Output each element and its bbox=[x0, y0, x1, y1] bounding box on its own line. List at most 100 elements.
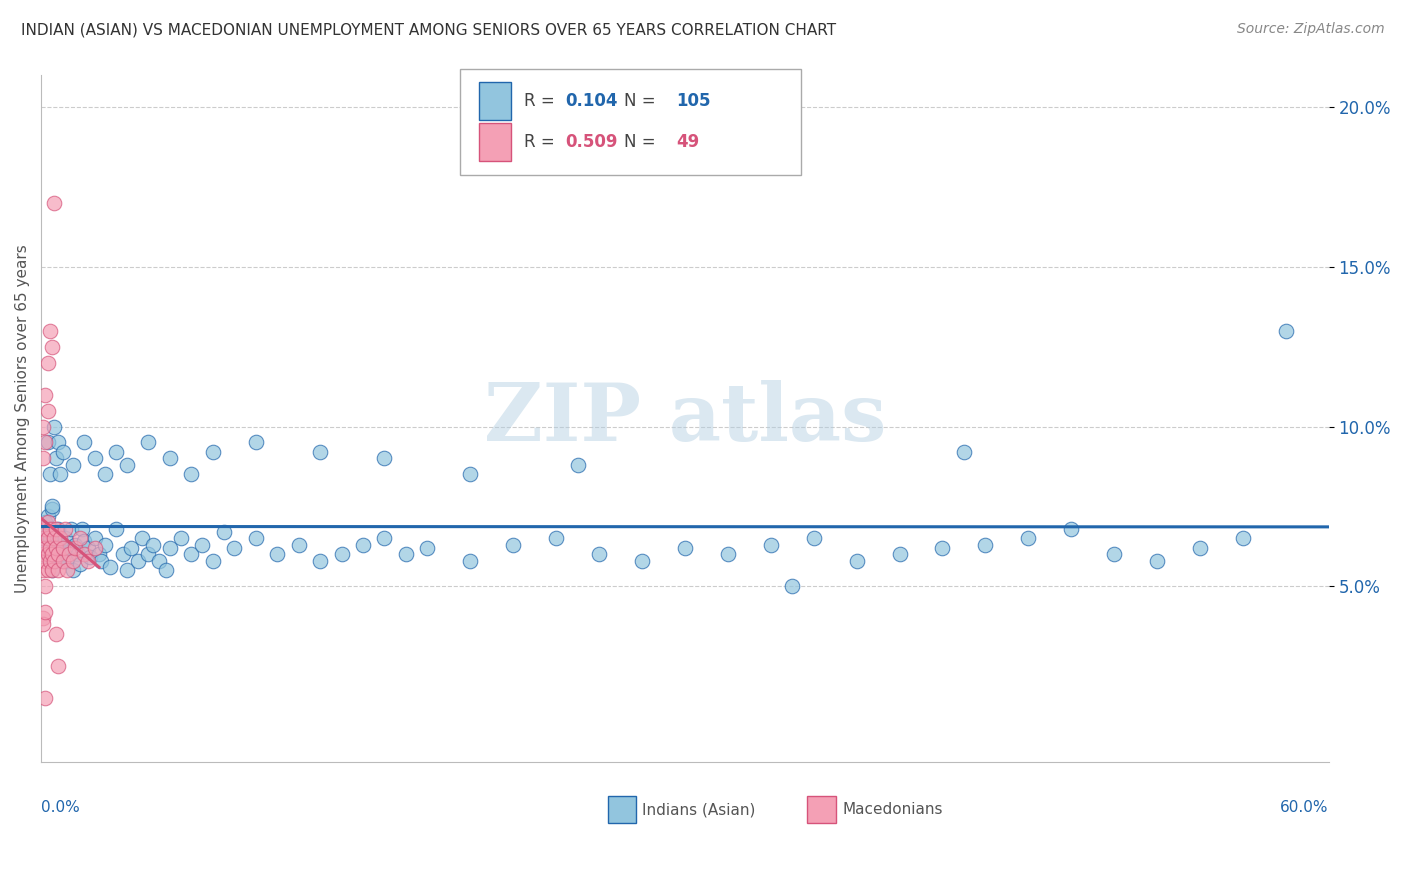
Point bbox=[180, 547, 202, 561]
Point bbox=[70, 522, 93, 536]
Point bbox=[169, 531, 191, 545]
Point bbox=[180, 467, 202, 482]
Text: 0.0%: 0.0% bbox=[41, 800, 80, 815]
Point bbox=[1060, 522, 1083, 536]
Point bbox=[41, 547, 63, 561]
Point bbox=[32, 419, 55, 434]
Text: N =: N = bbox=[624, 93, 661, 111]
Point bbox=[73, 547, 96, 561]
Point bbox=[49, 467, 72, 482]
Point bbox=[77, 541, 100, 555]
Point bbox=[201, 445, 224, 459]
Point bbox=[79, 550, 101, 565]
Point bbox=[73, 435, 96, 450]
Point bbox=[105, 522, 128, 536]
Point bbox=[105, 445, 128, 459]
Point bbox=[32, 531, 55, 545]
Point bbox=[45, 528, 67, 542]
Point bbox=[803, 531, 825, 545]
Point bbox=[77, 553, 100, 567]
Point bbox=[32, 531, 55, 545]
Point bbox=[58, 541, 80, 555]
Point bbox=[38, 467, 60, 482]
Point bbox=[201, 553, 224, 567]
Point bbox=[52, 553, 75, 567]
Text: R =: R = bbox=[524, 133, 560, 151]
Text: Indians (Asian): Indians (Asian) bbox=[643, 802, 756, 817]
Point bbox=[38, 553, 60, 567]
Point bbox=[94, 538, 117, 552]
Point bbox=[42, 531, 65, 545]
Point bbox=[34, 690, 56, 705]
Point bbox=[38, 553, 60, 567]
Point bbox=[373, 531, 395, 545]
Point bbox=[45, 547, 67, 561]
Point bbox=[62, 458, 84, 472]
Point bbox=[94, 467, 117, 482]
Point bbox=[58, 547, 80, 561]
Text: 105: 105 bbox=[676, 93, 710, 111]
Point bbox=[45, 451, 67, 466]
Point bbox=[588, 547, 610, 561]
Point bbox=[49, 550, 72, 565]
Point bbox=[191, 538, 214, 552]
Point bbox=[32, 611, 55, 625]
Point bbox=[53, 547, 76, 561]
Point bbox=[53, 522, 76, 536]
Point bbox=[49, 531, 72, 545]
Point bbox=[56, 563, 79, 577]
Point bbox=[42, 553, 65, 567]
Point bbox=[45, 522, 67, 536]
Point bbox=[37, 435, 59, 450]
Point bbox=[38, 541, 60, 555]
Point bbox=[52, 445, 75, 459]
Point bbox=[127, 553, 149, 567]
Point bbox=[42, 538, 65, 552]
Text: 49: 49 bbox=[676, 133, 699, 151]
Point bbox=[56, 553, 79, 567]
Point bbox=[373, 451, 395, 466]
Point bbox=[212, 524, 235, 539]
Point bbox=[352, 538, 374, 552]
Point bbox=[42, 196, 65, 211]
Point bbox=[37, 547, 59, 561]
Point bbox=[34, 579, 56, 593]
Point bbox=[37, 531, 59, 545]
Point bbox=[37, 528, 59, 542]
Point bbox=[974, 538, 997, 552]
Point bbox=[309, 445, 332, 459]
Point bbox=[42, 419, 65, 434]
Point bbox=[673, 541, 696, 555]
Text: 60.0%: 60.0% bbox=[1281, 800, 1329, 815]
Point bbox=[83, 541, 105, 555]
Point bbox=[309, 553, 332, 567]
Point bbox=[34, 605, 56, 619]
Point bbox=[34, 387, 56, 401]
Point bbox=[62, 553, 84, 567]
Text: N =: N = bbox=[624, 133, 661, 151]
Point bbox=[46, 563, 69, 577]
Point bbox=[395, 547, 418, 561]
Point bbox=[1017, 531, 1039, 545]
FancyBboxPatch shape bbox=[807, 796, 835, 823]
Point bbox=[115, 458, 138, 472]
Point bbox=[287, 538, 309, 552]
Point bbox=[120, 541, 142, 555]
Point bbox=[32, 451, 55, 466]
Point bbox=[45, 541, 67, 555]
Point bbox=[41, 563, 63, 577]
Point bbox=[41, 563, 63, 577]
Point bbox=[1146, 553, 1168, 567]
Point bbox=[52, 541, 75, 555]
Point bbox=[37, 563, 59, 577]
Point bbox=[131, 531, 153, 545]
Point bbox=[931, 541, 953, 555]
Point bbox=[41, 502, 63, 516]
Point bbox=[62, 563, 84, 577]
Text: ZIP atlas: ZIP atlas bbox=[484, 379, 886, 458]
Point bbox=[45, 627, 67, 641]
Point bbox=[546, 531, 568, 545]
Point bbox=[90, 553, 112, 567]
Point bbox=[65, 538, 87, 552]
Point bbox=[1275, 324, 1298, 338]
